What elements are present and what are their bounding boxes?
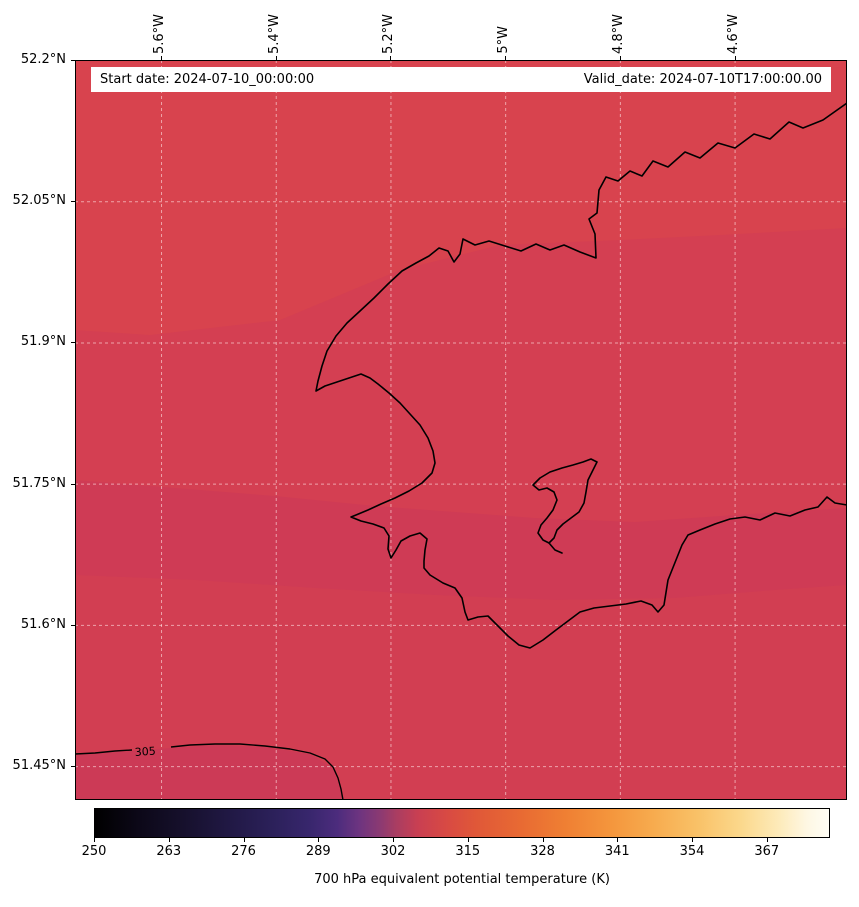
contour-label-305: 305 bbox=[134, 745, 156, 759]
map-canvas: 305 bbox=[75, 60, 847, 800]
coastline-main bbox=[315, 102, 847, 649]
colorbar-tick-mark bbox=[542, 838, 544, 842]
y-tick-label: 51.9°N bbox=[20, 334, 66, 350]
y-tick-mark bbox=[71, 60, 75, 61]
colorbar-tick-mark bbox=[243, 838, 245, 842]
x-tick-label: 4.6°W bbox=[725, 13, 741, 54]
y-tick-mark bbox=[71, 483, 75, 485]
colorbar-tick-label: 250 bbox=[81, 844, 107, 859]
colorbar-tick-mark bbox=[94, 838, 95, 842]
x-tick-label: 5°W bbox=[496, 26, 512, 54]
x-tick-label: 5.2°W bbox=[381, 13, 397, 54]
x-tick-mark bbox=[505, 56, 507, 60]
coastline-estuary bbox=[532, 458, 598, 544]
contour-305-line bbox=[75, 743, 344, 800]
colorbar-tick-label: 367 bbox=[754, 844, 780, 859]
colorbar-tick-mark bbox=[617, 838, 619, 842]
y-tick-label: 52.05°N bbox=[12, 193, 66, 209]
theta-e-band-lower bbox=[75, 575, 847, 800]
map-plot-area: 305 Start date: 2024-07-10_00:00:00 Vali… bbox=[75, 60, 847, 800]
start-date-label: Start date: 2024-07-10_00:00:00 bbox=[100, 72, 315, 87]
y-tick-mark bbox=[71, 766, 75, 768]
coastlines bbox=[315, 102, 847, 649]
colorbar-tick-mark bbox=[467, 838, 469, 842]
x-tick-mark bbox=[390, 56, 392, 60]
x-tick-mark bbox=[619, 56, 621, 60]
colorbar-gradient bbox=[94, 808, 830, 838]
y-tick-mark bbox=[71, 342, 75, 344]
date-info-bar: Start date: 2024-07-10_00:00:00 Valid_da… bbox=[91, 67, 831, 92]
x-tick-mark bbox=[161, 56, 163, 60]
colorbar-tick-label: 328 bbox=[530, 844, 555, 859]
colorbar-tick-mark bbox=[168, 838, 170, 842]
y-tick-mark bbox=[71, 201, 75, 203]
colorbar-label: 700 hPa equivalent potential temperature… bbox=[314, 872, 610, 887]
x-tick-label: 5.6°W bbox=[152, 13, 168, 54]
colorbar-tick-mark bbox=[692, 838, 693, 842]
colorbar-tick-mark bbox=[318, 838, 320, 842]
x-tick-mark bbox=[734, 56, 736, 60]
colorbar-tick-label: 289 bbox=[305, 844, 331, 859]
colorbar-tick-label: 276 bbox=[231, 844, 256, 859]
y-tick-label: 51.6°N bbox=[20, 616, 66, 632]
y-tick-mark bbox=[71, 624, 75, 626]
contour-305-segment-east bbox=[170, 743, 344, 800]
colorbar-tick-label: 341 bbox=[604, 844, 630, 859]
colorbar-tick-label: 315 bbox=[455, 844, 481, 859]
x-tick-mark bbox=[275, 56, 277, 60]
colorbar-tick-label: 263 bbox=[156, 844, 182, 859]
y-tick-label: 52.2°N bbox=[20, 52, 66, 67]
y-tick-label: 51.45°N bbox=[12, 758, 66, 774]
valid-date-label: Valid_date: 2024-07-10T17:00:00.00 bbox=[583, 72, 822, 87]
contour-305-segment-west bbox=[75, 749, 133, 755]
coastline-estuary-channel bbox=[548, 542, 563, 554]
x-tick-label: 4.8°W bbox=[610, 13, 626, 54]
colorbar-tick-mark bbox=[393, 838, 394, 842]
colorbar-tick-label: 354 bbox=[679, 844, 705, 859]
colorbar-tick-label: 302 bbox=[380, 844, 406, 859]
theta-e-below-305-region bbox=[75, 745, 343, 800]
colorbar-tick-mark bbox=[766, 838, 768, 842]
x-tick-label: 5.4°W bbox=[266, 13, 282, 54]
y-tick-label: 51.75°N bbox=[12, 475, 66, 491]
